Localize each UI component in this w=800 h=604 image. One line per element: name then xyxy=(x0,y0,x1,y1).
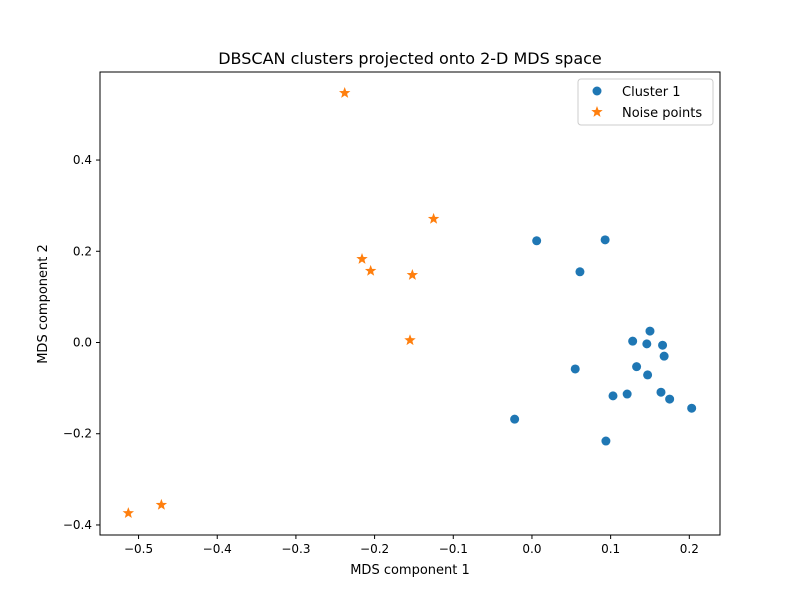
y-tick-label: −0.4 xyxy=(63,518,92,532)
noise-point xyxy=(155,498,168,510)
cluster-1-point xyxy=(643,370,653,380)
cluster-1-point xyxy=(622,389,632,399)
x-axis-label: MDS component 1 xyxy=(350,563,470,578)
y-tick-label: 0.4 xyxy=(73,153,92,167)
x-tick-label: −0.3 xyxy=(281,542,310,556)
cluster-1-point xyxy=(632,362,642,372)
legend: Cluster 1 Noise points xyxy=(577,78,714,126)
cluster-1-point xyxy=(601,436,611,446)
cluster-1-point xyxy=(645,326,655,336)
y-tick-label: 0.2 xyxy=(73,244,92,258)
chart-title: DBSCAN clusters projected onto 2-D MDS s… xyxy=(218,49,602,68)
noise-point xyxy=(406,268,419,280)
x-tick-label: 0.0 xyxy=(522,542,541,556)
cluster-1-point xyxy=(665,394,675,404)
cluster-1-point xyxy=(532,236,542,246)
legend-label: Cluster 1 xyxy=(622,85,681,100)
cluster-1-point xyxy=(608,391,618,401)
cluster-1-point xyxy=(659,351,669,361)
legend-box xyxy=(577,78,714,126)
legend-marker-2 xyxy=(591,106,603,117)
y-axis-label: MDS component 2 xyxy=(36,244,51,364)
cluster-1-point xyxy=(658,340,668,350)
noise-point xyxy=(338,86,351,98)
noise-point xyxy=(356,253,368,264)
cluster-1-point xyxy=(642,339,652,349)
plot-frame xyxy=(99,71,721,536)
noise-point xyxy=(427,212,440,224)
x-tick-label: −0.4 xyxy=(203,542,232,556)
x-tick-label: −0.1 xyxy=(439,542,468,556)
cluster-1-point xyxy=(510,414,520,424)
cluster-1-point xyxy=(575,267,585,277)
noise-point xyxy=(122,507,135,518)
cluster-1-point xyxy=(628,336,638,346)
cluster-1-point xyxy=(600,235,610,245)
cluster-1-point xyxy=(656,387,666,397)
noise-point xyxy=(404,334,416,346)
x-tick-label: 0.2 xyxy=(680,542,699,556)
x-tick-label: −0.2 xyxy=(360,542,389,556)
x-tick-label: −0.5 xyxy=(124,542,153,556)
legend-marker-1 xyxy=(592,86,602,96)
cluster-1-point xyxy=(570,364,580,374)
y-tick-label: 0.0 xyxy=(73,336,92,350)
legend-label: Noise points xyxy=(622,106,702,121)
noise-point xyxy=(364,264,377,276)
cluster-1-point xyxy=(687,403,697,413)
x-tick-label: 0.1 xyxy=(601,542,620,556)
y-tick-label: −0.2 xyxy=(63,427,92,441)
